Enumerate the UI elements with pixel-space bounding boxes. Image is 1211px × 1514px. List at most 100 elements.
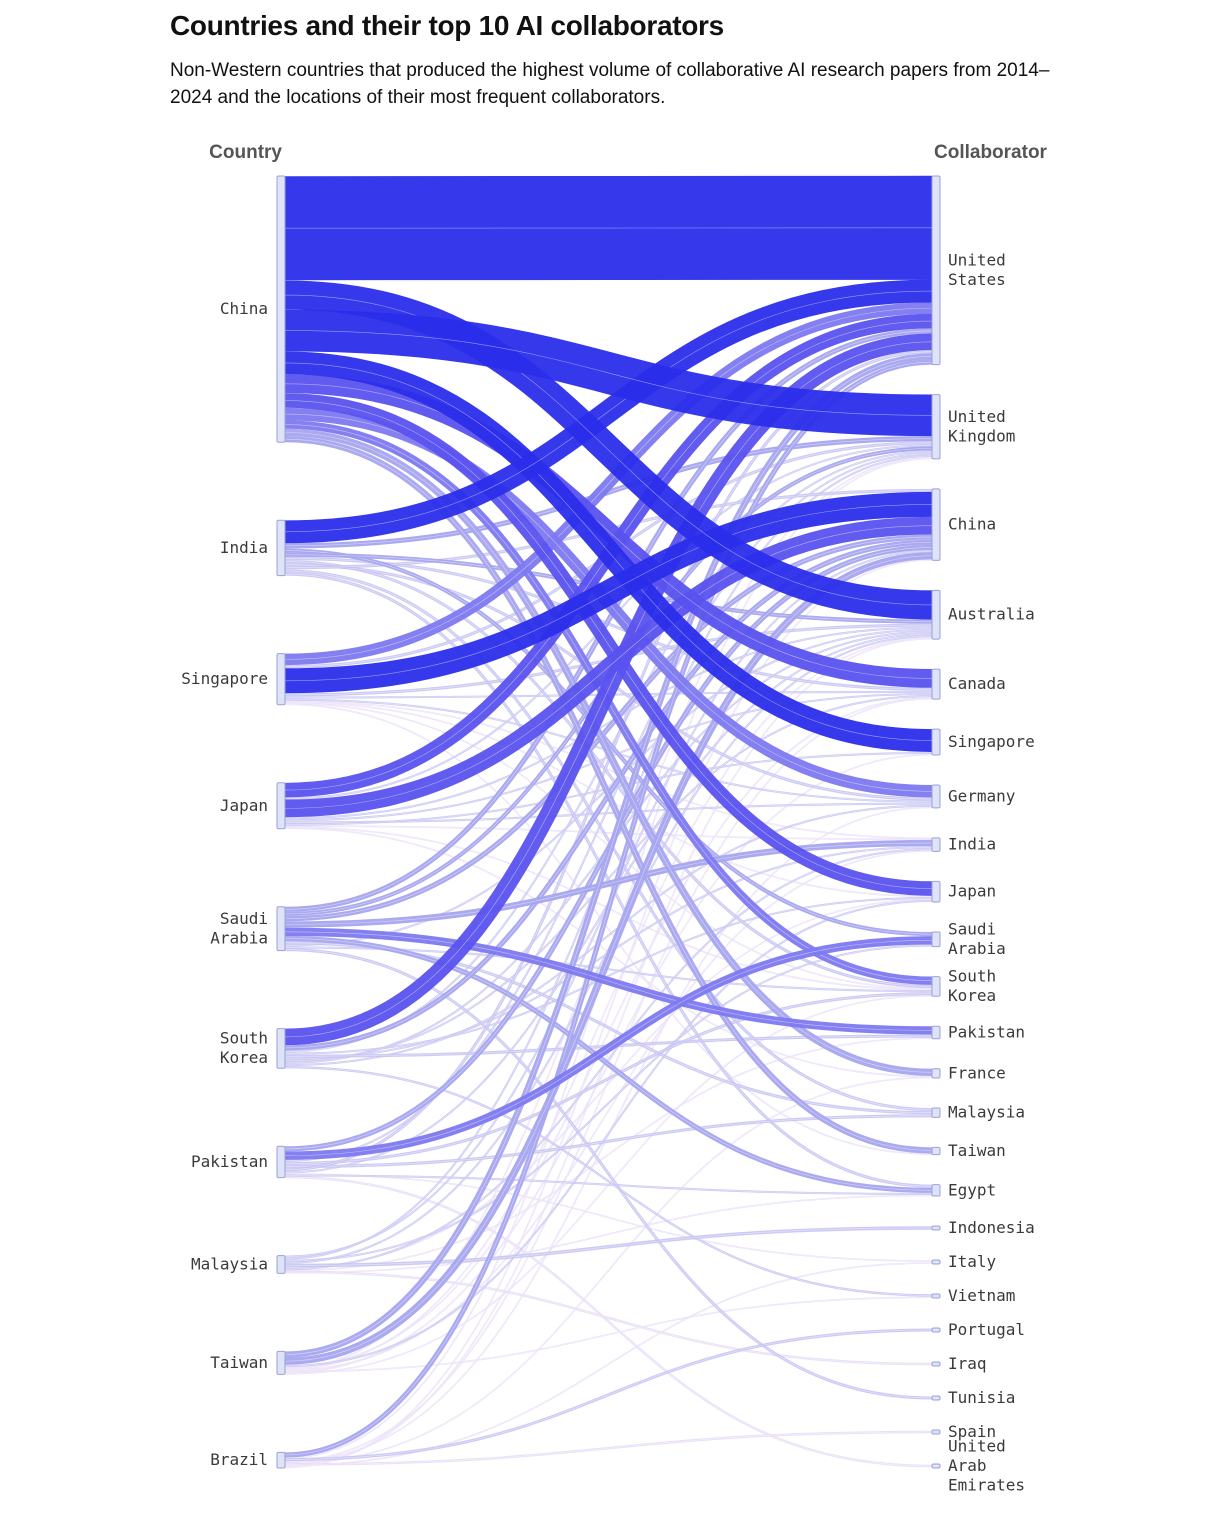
source-label-malaysia: Malaysia	[191, 1254, 268, 1273]
target-label-france: France	[948, 1063, 1006, 1082]
source-node-japan	[276, 782, 286, 830]
target-node-united-kingdom	[931, 394, 941, 460]
source-label-south-korea: Korea	[220, 1048, 268, 1067]
link-edge	[284, 1176, 933, 1467]
target-label-japan: Japan	[948, 882, 996, 901]
link-edge	[284, 627, 933, 819]
link-edge	[284, 805, 933, 1066]
source-label-india: India	[220, 538, 268, 557]
target-label-tunisia: Tunisia	[948, 1388, 1015, 1407]
target-label-portugal: Portugal	[948, 1320, 1025, 1339]
target-node-spain	[931, 1429, 941, 1435]
source-label-brazil: Brazil	[210, 1450, 268, 1469]
link-edge	[284, 1173, 933, 1262]
target-label-united-kingdom: Kingdom	[948, 426, 1015, 445]
source-label-china: China	[220, 299, 268, 318]
target-node-singapore	[931, 728, 941, 756]
link-edge	[284, 900, 933, 1367]
target-label-south-korea: Korea	[948, 986, 996, 1005]
link-edge	[284, 931, 933, 1031]
link-edge	[284, 848, 933, 1270]
target-label-taiwan: Taiwan	[948, 1141, 1006, 1160]
link-edge	[284, 993, 933, 1164]
target-node-china	[931, 488, 941, 561]
target-label-china: China	[948, 515, 996, 534]
target-node-saudi-arabia	[931, 931, 941, 948]
link-edge	[284, 290, 933, 533]
link-edge	[284, 330, 933, 910]
target-node-australia	[931, 589, 941, 640]
target-node-canada	[931, 668, 941, 700]
collaborator-column-header: Collaborator	[934, 142, 1047, 163]
source-node-saudi-arabia	[276, 906, 286, 952]
link-edge	[284, 700, 933, 839]
source-label-singapore: Singapore	[181, 669, 268, 688]
target-label-united-arab-emirates: United	[948, 1437, 1006, 1456]
source-node-taiwan	[276, 1350, 286, 1375]
target-label-canada: Canada	[948, 674, 1006, 693]
target-label-united-arab-emirates: Emirates	[948, 1476, 1025, 1495]
link-edge	[284, 438, 933, 1151]
link-edge	[284, 330, 933, 416]
source-label-saudi-arabia: Arabia	[210, 928, 268, 947]
target-node-taiwan	[931, 1146, 941, 1156]
link-edge	[284, 400, 933, 889]
link-edge	[284, 570, 933, 1110]
link-edge	[284, 573, 933, 1187]
source-node-china	[276, 175, 286, 443]
source-label-south-korea: South	[220, 1029, 268, 1048]
sankey-nodes	[276, 175, 941, 1469]
target-label-united-states: United	[948, 251, 1006, 270]
target-label-indonesia: Indonesia	[948, 1218, 1035, 1237]
link-edge	[284, 1297, 933, 1373]
target-label-singapore: Singapore	[948, 732, 1035, 751]
source-label-saudi-arabia: Saudi	[220, 909, 268, 928]
link-edge	[284, 559, 933, 1468]
link-edge	[284, 897, 933, 1054]
link-edge	[284, 536, 933, 920]
target-node-japan	[931, 880, 941, 903]
target-label-south-korea: South	[948, 967, 996, 986]
link-edge	[284, 697, 933, 1368]
target-label-saudi-arabia: Saudi	[948, 920, 996, 939]
link-edge	[284, 1037, 933, 1272]
source-node-india	[276, 519, 286, 577]
link-edge	[284, 938, 933, 1191]
target-node-malaysia	[931, 1107, 941, 1118]
link-edge	[284, 1431, 933, 1465]
target-label-united-kingdom: United	[948, 407, 1006, 426]
target-node-iraq	[931, 1361, 941, 1367]
target-label-vietnam: Vietnam	[948, 1286, 1015, 1305]
source-label-taiwan: Taiwan	[210, 1353, 268, 1372]
link-edge	[284, 294, 933, 606]
link-edge	[284, 561, 933, 987]
link-edge	[284, 1066, 933, 1296]
link-edge	[284, 949, 933, 1399]
link-edge	[284, 1262, 933, 1466]
target-label-united-states: States	[948, 270, 1006, 289]
target-label-egypt: Egypt	[948, 1180, 996, 1199]
source-label-japan: Japan	[220, 796, 268, 815]
target-node-italy	[931, 1259, 941, 1265]
link-edge	[284, 1195, 933, 1274]
link-edge	[284, 850, 933, 1371]
target-label-united-arab-emirates: Arab	[948, 1456, 987, 1475]
link-edge	[284, 825, 933, 840]
target-label-india: India	[948, 835, 996, 854]
target-node-portugal	[931, 1327, 941, 1333]
target-node-tunisia	[931, 1395, 941, 1401]
source-node-malaysia	[276, 1255, 286, 1274]
source-node-pakistan	[276, 1145, 286, 1179]
link-edge	[284, 1227, 933, 1266]
link-edge	[284, 555, 933, 1362]
target-node-india	[931, 837, 941, 852]
link-edge	[284, 1077, 933, 1464]
target-node-south-korea	[931, 976, 941, 997]
country-column-header: Country	[209, 142, 282, 163]
sankey-links	[284, 175, 933, 1469]
link-edge	[284, 362, 933, 741]
chart-subtitle: Non-Western countries that produced the …	[170, 60, 1050, 108]
link-edge	[284, 842, 933, 925]
link-edge	[284, 1329, 933, 1460]
